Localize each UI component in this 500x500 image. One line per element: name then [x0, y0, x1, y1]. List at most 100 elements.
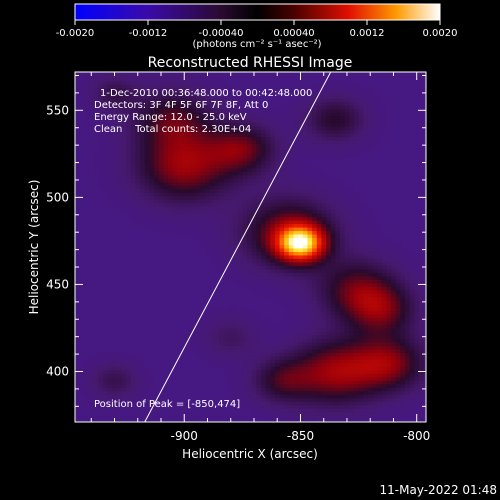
heatmap-cell: [84, 192, 90, 197]
heatmap-cell: [214, 275, 220, 280]
heatmap-cell: [302, 404, 309, 409]
heatmap-cell: [191, 265, 197, 270]
heatmap-cell: [84, 404, 90, 409]
heatmap-cell: [98, 244, 104, 249]
heatmap-cell: [135, 129, 141, 134]
heatmap-cell: [144, 195, 150, 200]
heatmap-cell: [154, 366, 160, 371]
heatmap-cell: [223, 139, 230, 144]
heatmap-cell: [233, 233, 239, 239]
heatmap-cell: [149, 268, 155, 273]
heatmap-cell: [186, 136, 192, 141]
heatmap-cell: [177, 265, 183, 270]
heatmap-cell: [219, 366, 225, 371]
heatmap-cell: [214, 240, 220, 245]
heatmap-cell: [209, 199, 216, 204]
heatmap-cell: [242, 394, 248, 399]
heatmap-cell: [228, 129, 234, 134]
heatmap-cell: [102, 129, 109, 134]
heatmap-cell: [149, 192, 155, 197]
heatmap-cell: [219, 352, 225, 357]
heatmap-cell: [260, 338, 267, 343]
heatmap-cell: [228, 199, 234, 204]
heatmap-cell: [270, 230, 276, 235]
heatmap-cell: [237, 185, 243, 190]
heatmap-cell: [172, 352, 178, 357]
heatmap-cell: [172, 387, 178, 392]
heatmap-cell: [116, 125, 123, 131]
heatmap-cell: [191, 216, 197, 221]
heatmap-cell: [256, 418, 262, 422]
heatmap-cell: [233, 181, 239, 186]
heatmap-cell: [186, 101, 192, 106]
heatmap-cell: [116, 164, 123, 169]
heatmap-cell: [121, 261, 127, 266]
heatmap-cell: [154, 226, 160, 232]
heatmap-cell: [195, 411, 202, 416]
heatmap-cell: [177, 160, 183, 165]
heatmap-cell: [140, 258, 146, 263]
heatmap-cell: [93, 415, 99, 420]
heatmap-cell: [84, 359, 90, 364]
heatmap-cell: [251, 275, 257, 280]
heatmap-cell: [126, 199, 132, 204]
heatmap-cell: [205, 314, 211, 319]
heatmap-cell: [154, 355, 160, 360]
heatmap-cell: [112, 143, 118, 148]
heatmap-cell: [98, 181, 104, 186]
heatmap-cell: [274, 237, 281, 242]
heatmap-cell: [172, 195, 178, 200]
heatmap-cell: [284, 293, 290, 298]
heatmap-cell: [260, 296, 267, 301]
heatmap-cell: [288, 261, 295, 266]
heatmap-cell: [126, 366, 132, 371]
heatmap-cell: [242, 150, 248, 155]
heatmap-cell: [88, 376, 95, 381]
heatmap-cell: [256, 334, 262, 340]
heatmap-cell: [186, 310, 192, 315]
heatmap-cell: [102, 240, 109, 245]
heatmap-cell: [260, 101, 267, 106]
heatmap-cell: [219, 289, 225, 294]
heatmap-cell: [102, 334, 109, 340]
heatmap-cell: [149, 369, 155, 374]
heatmap-cell: [107, 73, 113, 78]
heatmap-cell: [270, 237, 276, 242]
heatmap-cell: [191, 226, 197, 232]
heatmap-cell: [242, 254, 248, 259]
heatmap-cell: [116, 101, 123, 106]
heatmap-cell: [126, 286, 132, 291]
heatmap-cell: [209, 331, 216, 336]
heatmap-cell: [140, 373, 146, 378]
heatmap-cell: [116, 143, 123, 148]
heatmap-cell: [116, 355, 123, 360]
heatmap-cell: [237, 115, 243, 120]
heatmap-cell: [242, 380, 248, 385]
heatmap-cell: [116, 157, 123, 162]
heatmap-cell: [75, 286, 81, 291]
heatmap-cell: [102, 338, 109, 343]
heatmap-cell: [284, 112, 290, 117]
heatmap-cell: [93, 293, 99, 298]
heatmap-cell: [223, 105, 230, 110]
heatmap-cell: [200, 331, 206, 336]
heatmap-cell: [293, 247, 299, 252]
heatmap-cell: [149, 317, 155, 322]
heatmap-cell: [205, 80, 211, 85]
heatmap-cell: [242, 310, 248, 315]
heatmap-cell: [112, 192, 118, 197]
heatmap-cell: [228, 94, 234, 99]
heatmap-cell: [242, 98, 248, 103]
heatmap-cell: [93, 150, 99, 155]
heatmap-cell: [293, 164, 299, 169]
heatmap-cell: [177, 223, 183, 228]
heatmap-cell: [284, 160, 290, 165]
heatmap-cell: [177, 94, 183, 99]
heatmap-cell: [126, 108, 132, 113]
heatmap-cell: [75, 345, 81, 350]
heatmap-cell: [177, 254, 183, 259]
heatmap-cell: [284, 404, 290, 409]
heatmap-cell: [107, 289, 113, 294]
heatmap-cell: [93, 206, 99, 211]
heatmap-cell: [154, 105, 160, 110]
